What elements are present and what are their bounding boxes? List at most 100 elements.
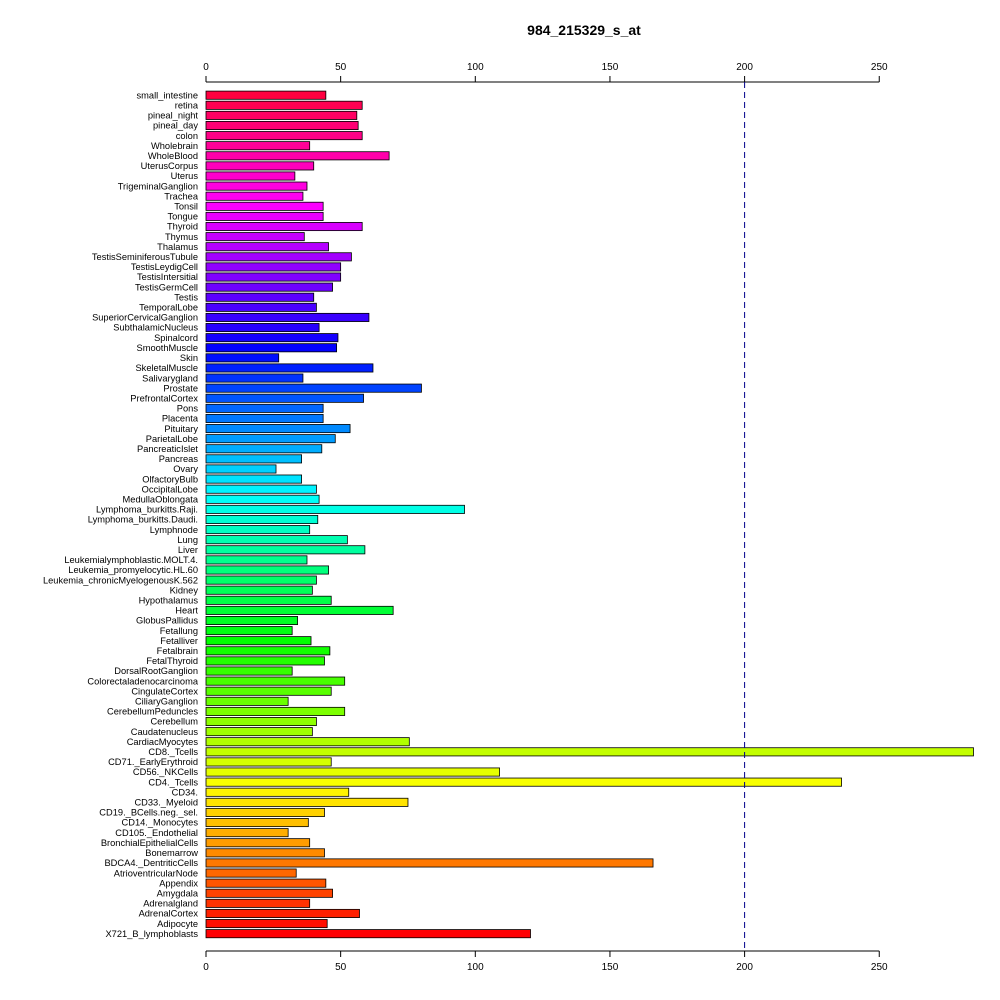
bar xyxy=(205,181,308,191)
category-label: CerebellumPeduncles xyxy=(107,707,198,717)
top-tick-label: 0 xyxy=(203,62,209,73)
bar xyxy=(205,232,305,242)
bar xyxy=(205,211,324,221)
category-label: Thalamus xyxy=(157,242,198,252)
bar xyxy=(205,747,974,757)
category-label: TestisSeminiferousTubule xyxy=(92,252,198,262)
bottom-tick-label: 50 xyxy=(335,962,347,973)
category-label: FetalThyroid xyxy=(146,656,198,666)
bar xyxy=(205,767,500,777)
bar xyxy=(205,616,298,626)
bars-group xyxy=(205,90,974,939)
bar xyxy=(205,242,329,252)
category-label: SmoothMuscle xyxy=(137,343,199,353)
category-label: Liver xyxy=(178,545,198,555)
category-label: PrefrontalCortex xyxy=(130,393,198,403)
category-label: UterusCorpus xyxy=(141,161,199,171)
bar xyxy=(205,464,277,474)
category-label: Thymus xyxy=(165,232,198,242)
bar xyxy=(205,282,333,292)
bar xyxy=(205,272,342,282)
bar xyxy=(205,929,531,939)
category-label: Fetalliver xyxy=(160,636,198,646)
category-label: SuperiorCervicalGanglion xyxy=(92,313,198,323)
category-label: small_intestine xyxy=(137,90,199,100)
category-label: CD34. xyxy=(172,787,198,797)
category-label: Leukemia_chronicMyelogenousK.562 xyxy=(43,575,198,585)
bar xyxy=(205,757,332,767)
bar xyxy=(205,504,465,514)
category-label: CingulateCortex xyxy=(131,686,198,696)
top-tick-label: 250 xyxy=(871,62,888,73)
bar xyxy=(205,585,313,595)
bar xyxy=(205,292,315,302)
bottom-tick-label: 100 xyxy=(467,962,484,973)
top-tick-label: 150 xyxy=(602,62,619,73)
category-label: Colorectaladenocarcinoma xyxy=(87,676,198,686)
category-label: Lymphnode xyxy=(150,525,198,535)
bar xyxy=(205,646,331,656)
bar xyxy=(205,90,327,100)
category-label: CD71._EarlyErythroid xyxy=(108,757,198,767)
category-label: Bonemarrow xyxy=(145,848,198,858)
category-label: Appendix xyxy=(159,878,198,888)
bar xyxy=(205,413,324,423)
bar xyxy=(205,343,338,353)
category-label: ParietalLobe xyxy=(146,434,198,444)
bar xyxy=(205,131,363,141)
category-label: Fetalbrain xyxy=(157,646,198,656)
bar xyxy=(205,100,363,110)
bar xyxy=(205,919,328,929)
bar xyxy=(205,868,297,878)
bar xyxy=(205,201,324,211)
category-label: SubthalamicNucleus xyxy=(113,323,198,333)
category-label: PancreaticIslet xyxy=(137,444,198,454)
bar xyxy=(205,121,359,131)
bar xyxy=(205,595,332,605)
top-tick-label: 100 xyxy=(467,62,484,73)
category-label: AtrioventricularNode xyxy=(114,868,198,878)
bar xyxy=(205,666,293,676)
category-label: Fetallung xyxy=(160,626,198,636)
category-label: TemporalLobe xyxy=(139,303,198,313)
category-label: Adrenalgland xyxy=(143,899,198,909)
category-label: Lymphoma_burkitts.Raji. xyxy=(96,505,198,515)
category-label: Leukemia_promyelocytic.HL.60 xyxy=(68,565,198,575)
bottom-tick-label: 0 xyxy=(203,962,209,973)
category-label: Caudatenucleus xyxy=(131,727,199,737)
bar xyxy=(205,110,358,120)
category-label: Hypothalamus xyxy=(139,596,199,606)
bar xyxy=(205,161,315,171)
category-label: Thyroid xyxy=(167,222,198,232)
bar xyxy=(205,383,422,393)
top-tick-label: 200 xyxy=(736,62,753,73)
bar xyxy=(205,312,370,322)
category-label: Pituitary xyxy=(164,424,198,434)
bar xyxy=(205,797,409,807)
category-label: TestisIntersitial xyxy=(137,272,198,282)
bar xyxy=(205,252,352,262)
category-label: Uterus xyxy=(171,171,199,181)
bar xyxy=(205,545,366,555)
category-label: pineal_day xyxy=(153,121,198,131)
category-label: Heart xyxy=(175,606,198,616)
category-label: Pancreas xyxy=(159,454,199,464)
bar xyxy=(205,565,329,575)
category-label: Skin xyxy=(180,353,198,363)
bottom-tick-label: 200 xyxy=(736,962,753,973)
bottom-tick-label: 250 xyxy=(871,962,888,973)
bar xyxy=(205,302,317,312)
bar xyxy=(205,848,325,858)
bottom-axis: 0 50 100 150 200 250 xyxy=(203,950,888,973)
chart-title: 984_215329_s_at xyxy=(527,22,641,38)
category-label: WholeBlood xyxy=(148,151,198,161)
bar xyxy=(205,363,374,373)
bar xyxy=(205,737,410,747)
bar xyxy=(205,656,325,666)
category-label: Wholebrain xyxy=(151,141,198,151)
bar xyxy=(205,333,339,343)
category-label: AdrenalCortex xyxy=(139,909,199,919)
bar xyxy=(205,555,308,565)
bar xyxy=(205,424,351,434)
